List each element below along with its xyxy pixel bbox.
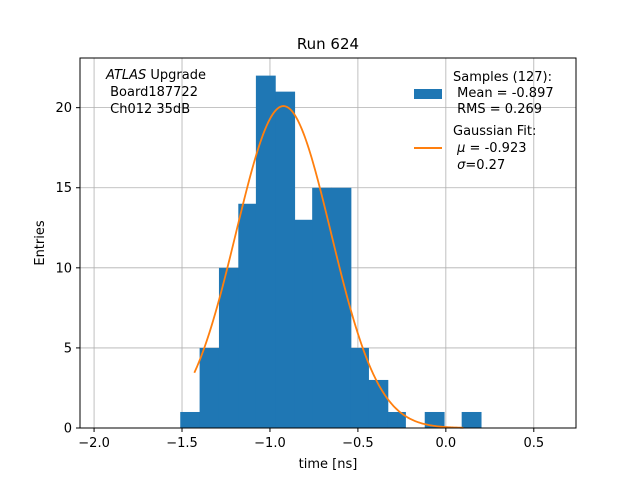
info-line-1: ATLAS Upgrade (105, 68, 206, 83)
histogram-bar (424, 411, 445, 428)
y-tick-label: 10 (55, 261, 72, 276)
x-tick-label: −1.5 (166, 436, 198, 451)
histogram-bar (312, 187, 333, 428)
y-tick-label: 5 (64, 341, 72, 356)
chart-title: Run 624 (297, 35, 359, 53)
histogram-bar (199, 347, 220, 428)
histogram-bar (275, 91, 296, 429)
histogram-bar (387, 411, 406, 428)
gaussian-fit (193, 105, 464, 429)
histogram-bar (331, 187, 352, 428)
legend-samples-swatch (414, 89, 442, 99)
plot-frame (79, 57, 577, 429)
info-atlas: ATLAS (105, 68, 146, 83)
fit-curve (193, 105, 464, 429)
histogram-bar (255, 75, 276, 428)
info-line-3: Ch012 35dB (106, 102, 190, 117)
info-annotation: ATLAS Upgrade Board187722 Ch012 35dB (105, 68, 206, 117)
axis-ticks: −2.0 −1.5 −1.0 −0.5 0.0 0.5 0 5 10 15 20 (55, 101, 544, 451)
y-tick-label: 0 (64, 422, 72, 437)
histogram-bar (218, 267, 239, 428)
legend-fit-mu: μ = -0.923 (453, 141, 527, 156)
x-tick-label: 0.5 (523, 436, 544, 451)
histogram-bar (461, 411, 482, 428)
x-tick-label: −0.5 (342, 436, 374, 451)
x-tick-label: −2.0 (78, 436, 110, 451)
y-tick-label: 15 (55, 181, 72, 196)
legend-samples-mean: Mean = -0.897 (453, 86, 554, 101)
info-upgrade: Upgrade (146, 68, 206, 83)
histogram-bar (238, 203, 257, 428)
legend-fit-title: Gaussian Fit: (453, 124, 536, 139)
info-line-2: Board187722 (106, 85, 198, 100)
histogram-bar (368, 379, 389, 428)
histogram-bars (180, 75, 482, 429)
legend-samples-rms: RMS = 0.269 (453, 102, 542, 117)
y-tick-label: 20 (55, 101, 72, 116)
legend-samples-title: Samples (127): (453, 70, 552, 85)
histogram-bar (180, 411, 201, 428)
x-tick-label: 0.0 (436, 436, 457, 451)
y-axis-label: Entries (33, 220, 48, 266)
x-tick-label: −1.0 (254, 436, 286, 451)
legend-fit-sigma: σ=0.27 (453, 158, 505, 173)
legend: Samples (127): Mean = -0.897 RMS = 0.269… (414, 70, 554, 173)
x-axis-label: time [ns] (299, 457, 358, 472)
histogram-bar (350, 347, 369, 428)
histogram-bar (294, 219, 313, 428)
